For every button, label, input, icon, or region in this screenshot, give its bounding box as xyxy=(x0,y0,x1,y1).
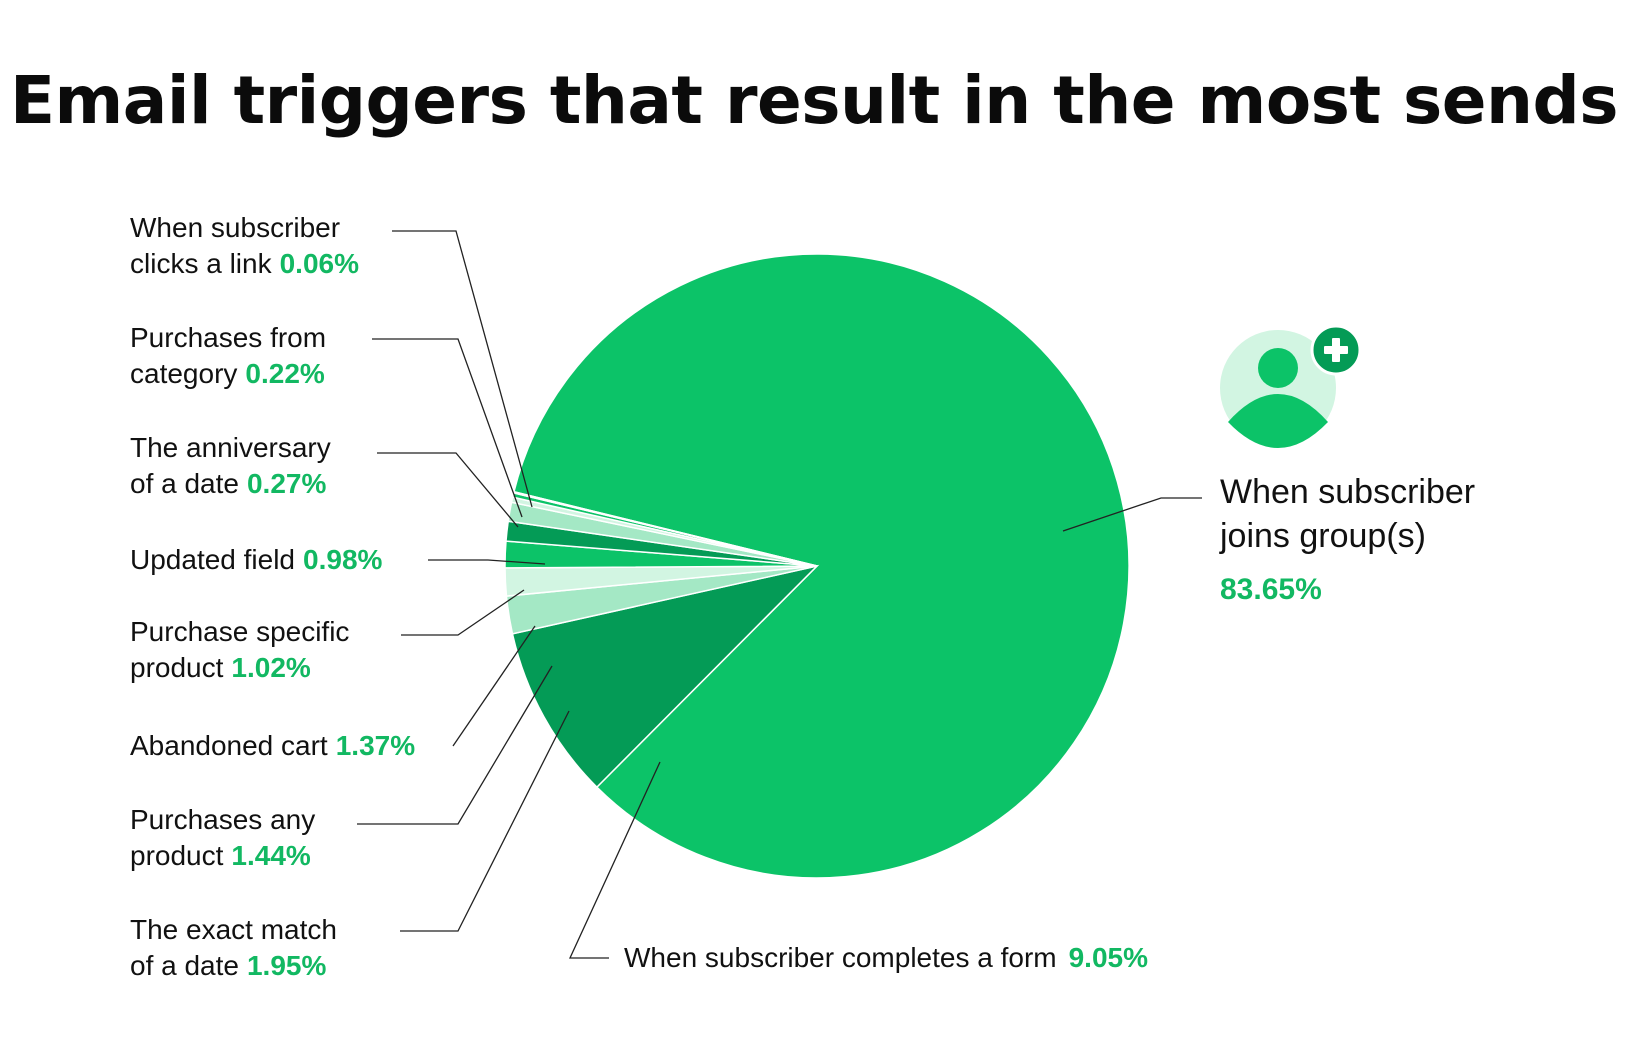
label-any-line1: Purchases any xyxy=(130,804,316,835)
pct-clicks-link: 0.06% xyxy=(279,248,359,279)
label-anniversary-line2: of a date xyxy=(130,468,239,499)
label-exact-line1: The exact match xyxy=(130,914,337,945)
user-add-icon xyxy=(1220,324,1362,448)
leader-line-exact xyxy=(400,710,570,932)
chart-title: Email triggers that result in the most s… xyxy=(9,62,1619,139)
leader-line-form xyxy=(568,761,661,959)
label-specific-line1: Purchase specific xyxy=(130,616,350,647)
label-joins-line2: joins group(s) xyxy=(1220,517,1426,555)
pct-joins: 83.65% xyxy=(1220,573,1322,606)
label-clicks-link-line1: When subscriber xyxy=(130,212,341,243)
leader-line-updated xyxy=(428,559,546,565)
label-specific-line2: product xyxy=(130,652,224,683)
pct-any: 1.44% xyxy=(231,840,311,871)
pct-anniversary: 0.27% xyxy=(246,468,327,499)
pct-exact: 1.95% xyxy=(246,950,327,981)
leader-line-specific xyxy=(401,589,525,636)
pct-cart: 1.37% xyxy=(335,730,416,761)
pct-category: 0.22% xyxy=(245,358,325,389)
label-category-line2: category xyxy=(130,358,238,389)
label-form-line1: When subscriber completes a form xyxy=(624,942,1057,973)
label-form: When subscriber completes a form 9.05% xyxy=(624,940,1148,976)
leader-line-cart xyxy=(452,625,536,747)
label-clicks-link-line2: clicks a link xyxy=(130,248,272,279)
label-cart-line1: Abandoned cart xyxy=(130,730,328,761)
label-category-line1: Purchases from xyxy=(130,322,327,353)
label-category: Purchases from category 0.22% xyxy=(130,320,326,392)
label-clicks-link: When subscriber clicks a link 0.06% xyxy=(130,210,359,282)
pie-slices xyxy=(504,253,1130,879)
leader-line-joins xyxy=(1062,497,1202,532)
label-updated: Updated field 0.98% xyxy=(130,542,382,578)
label-updated-line1: Updated field xyxy=(130,544,296,575)
label-anniversary: The anniversary of a date 0.27% xyxy=(130,430,331,502)
leader-line-clicks-link xyxy=(392,230,533,508)
label-joins: When subscriber joins group(s) 83.65% xyxy=(1220,470,1475,612)
label-cart: Abandoned cart 1.37% xyxy=(130,728,415,764)
pct-specific: 1.02% xyxy=(231,652,311,683)
leader-line-category xyxy=(372,338,523,518)
pct-updated: 0.98% xyxy=(303,544,383,575)
label-any-line2: product xyxy=(130,840,224,871)
label-joins-line1: When subscriber xyxy=(1220,473,1476,511)
slice-completes-form xyxy=(511,564,820,789)
leader-line-any xyxy=(357,665,553,825)
label-exact-line2: of a date xyxy=(130,950,239,981)
label-exact: The exact match of a date 1.95% xyxy=(130,912,337,984)
leader-lines xyxy=(357,230,1202,959)
label-specific: Purchase specific product 1.02% xyxy=(130,614,349,686)
slice-joins-group xyxy=(513,253,1130,879)
pct-form: 9.05% xyxy=(1068,942,1149,973)
leader-line-anniversary xyxy=(377,452,519,528)
label-anniversary-line1: The anniversary xyxy=(130,432,331,463)
label-any: Purchases any product 1.44% xyxy=(130,802,315,874)
